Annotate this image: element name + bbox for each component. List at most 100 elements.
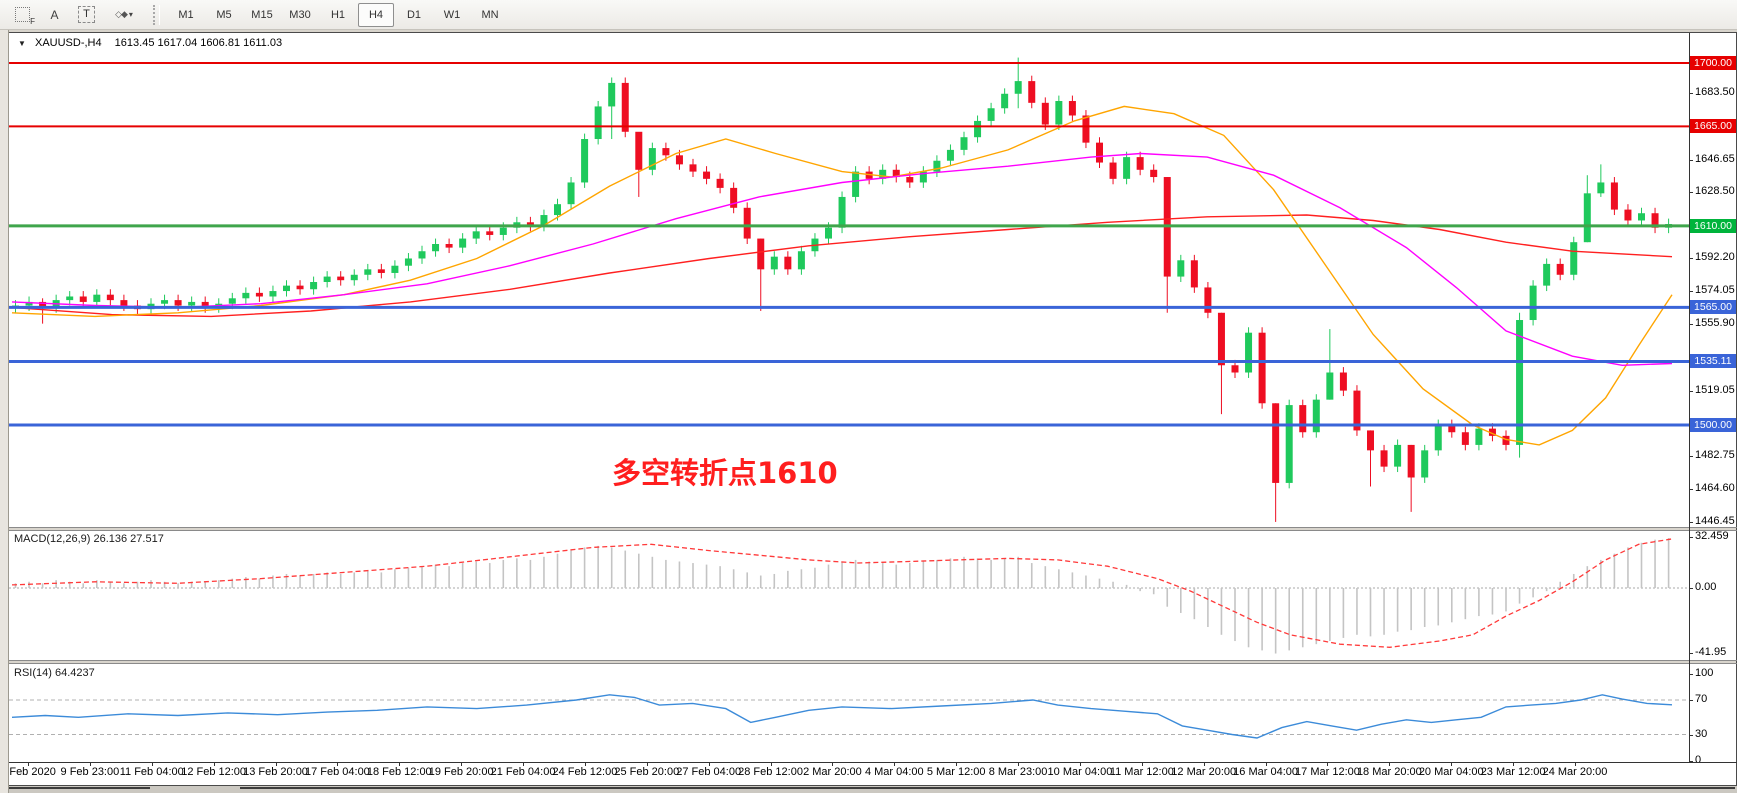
letter-t-icon: T bbox=[78, 6, 95, 23]
rsi-line bbox=[11, 694, 1673, 739]
timeframe-button-group: M1 M5 M15 M30 H1 H4 D1 W1 MN bbox=[168, 2, 510, 27]
timeframe-mn-button[interactable]: MN bbox=[481, 8, 499, 21]
text-label-tool-button[interactable]: T bbox=[72, 2, 101, 28]
price-tick-label: 0 bbox=[1695, 753, 1702, 766]
shapes-icon: ◇◆ bbox=[115, 9, 128, 19]
time-tick-label: 18 Mar 20:00 bbox=[1356, 766, 1422, 778]
price-tick-label: 0.00 bbox=[1695, 581, 1717, 593]
macd-rsi-separator[interactable] bbox=[8, 660, 1737, 661]
time-axis-line bbox=[8, 762, 1737, 763]
price-tick-label: 70 bbox=[1695, 692, 1708, 705]
price-tick-label: 1482.75 bbox=[1695, 449, 1735, 462]
status-bar-segment bbox=[2, 787, 150, 789]
macd-histogram bbox=[14, 538, 1670, 654]
time-axis-tick bbox=[337, 762, 339, 766]
status-strip bbox=[0, 786, 1737, 793]
time-tick-label: 20 Mar 04:00 bbox=[1418, 766, 1484, 778]
time-tick-label: 11 Feb 04:00 bbox=[119, 766, 184, 778]
axis-tick bbox=[1689, 760, 1693, 762]
timeframe-m30-button[interactable]: M30 bbox=[289, 8, 311, 21]
price-axis-line bbox=[1689, 33, 1690, 762]
timeframe-d1-button[interactable]: D1 bbox=[406, 8, 422, 21]
price-tick-label: 32.459 bbox=[1695, 530, 1729, 543]
price-level-badge: 1665.00 bbox=[1690, 119, 1736, 134]
time-axis-tick bbox=[1451, 762, 1453, 766]
time-axis-tick bbox=[523, 762, 525, 766]
time-tick-label: 6 Feb 2020 bbox=[0, 766, 56, 778]
axis-tick bbox=[1689, 159, 1693, 161]
collapse-caret-icon[interactable]: ▼ bbox=[18, 39, 26, 48]
time-axis-tick bbox=[1513, 762, 1515, 766]
grid-f-icon: F bbox=[15, 7, 35, 26]
time-axis-tick bbox=[89, 762, 91, 766]
time-axis-tick bbox=[399, 762, 401, 766]
time-tick-label: 24 Feb 12:00 bbox=[552, 766, 618, 778]
time-axis-tick bbox=[770, 762, 772, 766]
time-tick-label: 8 Mar 23:00 bbox=[988, 766, 1048, 778]
main-chart-canvas[interactable] bbox=[9, 32, 1689, 527]
main-macd-separator[interactable] bbox=[8, 527, 1737, 528]
time-axis-tick bbox=[28, 762, 29, 766]
axis-tick bbox=[1689, 699, 1693, 701]
chevron-down-icon[interactable]: ▾ bbox=[128, 10, 133, 19]
status-bar-segment bbox=[240, 787, 1735, 789]
price-level-badge: 1565.00 bbox=[1690, 300, 1736, 315]
time-axis-tick bbox=[275, 762, 277, 766]
timeframe-m1-button[interactable]: M1 bbox=[178, 8, 194, 21]
letter-a-icon: A bbox=[50, 7, 59, 22]
chart-annotation-text: 多空转折点1610 bbox=[612, 456, 838, 490]
timeframe-m5-button[interactable]: M5 bbox=[216, 8, 232, 21]
toolbar-drag-grip[interactable] bbox=[153, 4, 160, 25]
time-tick-label: 25 Feb 20:00 bbox=[614, 766, 680, 778]
time-tick-label: 10 Mar 04:00 bbox=[1047, 766, 1113, 778]
time-axis-tick bbox=[646, 762, 648, 766]
time-axis-tick bbox=[151, 762, 153, 766]
axis-tick bbox=[1689, 674, 1693, 675]
price-level-badge: 1535.11 bbox=[1690, 354, 1736, 369]
price-tick-label: 100 bbox=[1695, 667, 1714, 679]
timeframe-w1-button[interactable]: W1 bbox=[443, 8, 461, 21]
axis-tick bbox=[1689, 192, 1693, 194]
time-tick-label: 2 Mar 20:00 bbox=[803, 766, 862, 778]
axis-tick bbox=[1689, 258, 1693, 260]
axis-tick bbox=[1689, 734, 1693, 736]
grid-f-tool-button[interactable]: F bbox=[8, 2, 37, 28]
time-axis-tick bbox=[1203, 762, 1205, 766]
shapes-tool-button[interactable]: ◇◆ ▾ bbox=[104, 2, 144, 28]
axis-tick bbox=[1689, 92, 1693, 94]
time-axis-tick bbox=[1575, 762, 1576, 766]
time-tick-label: 4 Mar 04:00 bbox=[864, 766, 924, 778]
timeframe-h4-button[interactable]: H4 bbox=[358, 2, 394, 27]
timeframe-h1-button[interactable]: H1 bbox=[330, 8, 346, 21]
rsi-indicator-canvas[interactable] bbox=[9, 664, 1689, 761]
price-level-badge: 1500.00 bbox=[1690, 418, 1736, 432]
price-tick-label: 1446.45 bbox=[1695, 514, 1735, 527]
time-axis-tick bbox=[1079, 762, 1081, 766]
symbol-period-label: XAUUSD-,H4 bbox=[34, 37, 102, 49]
time-tick-label: 12 Feb 12:00 bbox=[181, 766, 247, 778]
macd-panel-top-border bbox=[8, 530, 1737, 531]
rsi-panel-background bbox=[9, 664, 1737, 785]
price-tick-label: -41.95 bbox=[1695, 646, 1727, 659]
time-axis-tick bbox=[1389, 762, 1391, 766]
time-tick-label: 18 Feb 12:00 bbox=[366, 766, 432, 778]
axis-tick bbox=[1689, 456, 1693, 458]
horizontal-levels bbox=[9, 62, 1689, 427]
time-tick-label: 16 Mar 04:00 bbox=[1233, 766, 1298, 778]
top-toolbar: F A T ◇◆ ▾ M1 M5 M15 M30 H1 H4 D1 W1 MN bbox=[0, 0, 1737, 30]
time-axis-tick bbox=[1327, 762, 1329, 766]
time-tick-label: 24 Mar 20:00 bbox=[1542, 766, 1608, 778]
timeframe-m15-button[interactable]: M15 bbox=[251, 8, 273, 21]
macd-indicator-canvas[interactable] bbox=[9, 531, 1689, 659]
macd-panel-background bbox=[9, 530, 1737, 660]
time-axis-tick bbox=[956, 762, 958, 766]
text-a-tool-button[interactable]: A bbox=[40, 2, 69, 28]
chart-window-top-border bbox=[8, 32, 1737, 33]
price-tick-label: 1519.05 bbox=[1695, 383, 1735, 396]
price-tick-label: 1464.60 bbox=[1695, 482, 1735, 495]
axis-tick bbox=[1689, 521, 1693, 523]
price-level-badge: 1700.00 bbox=[1690, 56, 1736, 70]
moving-averages bbox=[11, 105, 1673, 446]
price-tick-label: 1555.90 bbox=[1695, 316, 1735, 329]
time-axis-tick bbox=[1018, 762, 1020, 766]
